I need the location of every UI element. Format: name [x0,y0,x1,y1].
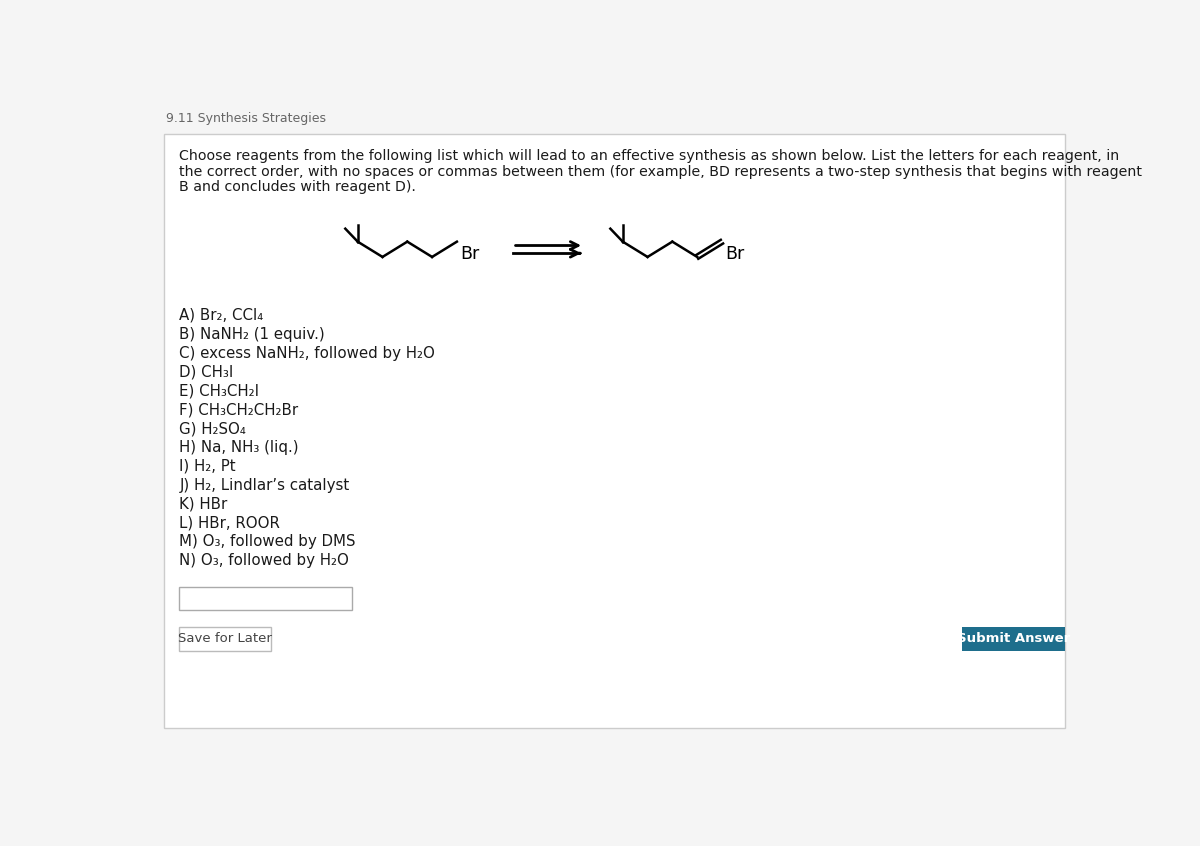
Text: 9.11 Synthesis Strategies: 9.11 Synthesis Strategies [166,112,325,124]
Text: Br: Br [460,244,479,263]
Text: G) H₂SO₄: G) H₂SO₄ [180,421,246,436]
Text: the correct order, with no spaces or commas between them (for example, BD repres: the correct order, with no spaces or com… [180,165,1142,179]
Text: B) NaNH₂ (1 equiv.): B) NaNH₂ (1 equiv.) [180,327,325,342]
Text: D) CH₃I: D) CH₃I [180,365,234,380]
Bar [180,586,352,610]
Text: Br: Br [725,244,744,263]
Text: Save for Later: Save for Later [179,633,272,645]
Bar [180,628,271,651]
Text: H) Na, NH₃ (liq.): H) Na, NH₃ (liq.) [180,440,299,455]
Text: Choose reagents from the following list which will lead to an effective synthesi: Choose reagents from the following list … [180,149,1120,163]
Text: N) O₃, followed by H₂O: N) O₃, followed by H₂O [180,553,349,569]
Text: Submit Answer: Submit Answer [956,633,1070,645]
Text: B and concludes with reagent D).: B and concludes with reagent D). [180,180,416,194]
Text: J) H₂, Lindlar’s catalyst: J) H₂, Lindlar’s catalyst [180,478,349,492]
Text: F) CH₃CH₂CH₂Br: F) CH₃CH₂CH₂Br [180,402,299,417]
Text: C) excess NaNH₂, followed by H₂O: C) excess NaNH₂, followed by H₂O [180,346,436,360]
Text: E) CH₃CH₂I: E) CH₃CH₂I [180,383,259,398]
Text: M) O₃, followed by DMS: M) O₃, followed by DMS [180,535,356,549]
Text: A) Br₂, CCl₄: A) Br₂, CCl₄ [180,308,264,323]
Bar [962,628,1064,651]
Text: L) HBr, ROOR: L) HBr, ROOR [180,515,281,530]
Text: I) H₂, Pt: I) H₂, Pt [180,459,236,474]
Text: K) HBr: K) HBr [180,497,228,512]
